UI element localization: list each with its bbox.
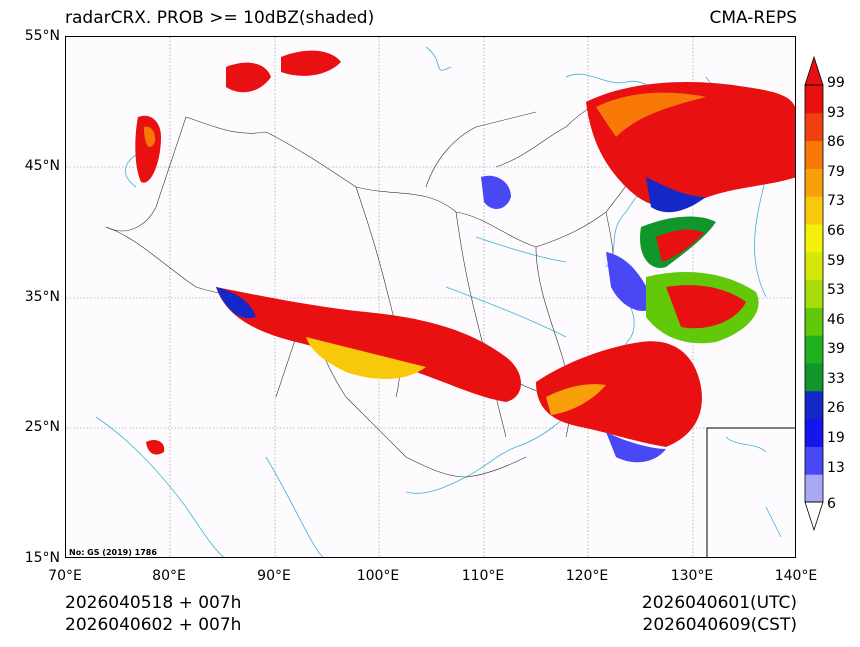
colorbar-label-39: 39: [827, 341, 845, 357]
colorbar-label-6: 6: [827, 496, 836, 512]
lon-label-130: 130°E: [670, 568, 714, 584]
lat-label-35: 35°N: [24, 289, 60, 305]
colorbar-label-93: 93: [827, 105, 845, 121]
model-name: CMA-REPS: [709, 8, 797, 28]
colorbar-label-19: 19: [827, 430, 845, 446]
colorbar-label-13: 13: [827, 460, 845, 476]
colorbar-label-66: 66: [827, 223, 845, 239]
lon-label-80: 80°E: [152, 568, 186, 584]
colorbar-label-79: 79: [827, 164, 845, 180]
colorbar-segment: [805, 279, 823, 308]
prob-shading: [135, 50, 795, 463]
map-panel: [65, 36, 796, 558]
valid-time-cst: 2026040609(CST): [642, 615, 797, 635]
map-canvas: [66, 37, 795, 557]
colorbar-segment: [805, 446, 823, 475]
inset-map: [706, 427, 795, 557]
colorbar-segment: [805, 251, 823, 281]
colorbar-top-arrow: [804, 55, 824, 86]
colorbar-segment: [805, 140, 823, 169]
colorbar-segment: [805, 390, 823, 420]
colorbar-segment: [805, 335, 823, 364]
colorbar-label-26: 26: [827, 400, 845, 416]
valid-time-utc: 2026040601(UTC): [641, 593, 797, 613]
lon-label-140: 140°E: [774, 568, 818, 584]
colorbar-segment: [805, 224, 823, 253]
lat-label-55: 55°N: [24, 28, 60, 44]
colorbar-label-86: 86: [827, 134, 845, 150]
colorbar-segment: [805, 85, 823, 114]
colorbar-label-73: 73: [827, 193, 845, 209]
map-approval-number: No: GS (2019) 1786: [69, 548, 157, 557]
colorbar-label-53: 53: [827, 282, 845, 298]
lat-label-15: 15°N: [24, 550, 60, 566]
init-time-cst: 2026040602 + 007h: [65, 615, 242, 635]
init-time-utc: 2026040518 + 007h: [65, 593, 242, 613]
colorbar-segment: [805, 474, 823, 503]
lon-label-110: 110°E: [461, 568, 505, 584]
lon-label-70: 70°E: [48, 568, 82, 584]
lon-label-100: 100°E: [356, 568, 400, 584]
colorbar-label-46: 46: [827, 312, 845, 328]
colorbar: [804, 55, 824, 532]
colorbar-segment: [805, 363, 823, 392]
lon-label-90: 90°E: [257, 568, 291, 584]
colorbar-segment: [805, 307, 823, 336]
colorbar-segment: [805, 196, 823, 225]
colorbar-label-33: 33: [827, 371, 845, 387]
coastlines: [95, 46, 777, 557]
chart-title: radarCRX. PROB >= 10dBZ(shaded): [65, 8, 375, 28]
colorbar-segment: [805, 168, 823, 197]
colorbar-label-59: 59: [827, 253, 845, 269]
lat-label-45: 45°N: [24, 158, 60, 174]
lon-label-120: 120°E: [565, 568, 609, 584]
colorbar-bottom-arrow: [804, 501, 824, 532]
colorbar-segment: [805, 418, 823, 447]
colorbar-segment: [805, 112, 823, 142]
colorbar-label-99: 99: [827, 75, 845, 91]
lat-label-25: 25°N: [24, 419, 60, 435]
